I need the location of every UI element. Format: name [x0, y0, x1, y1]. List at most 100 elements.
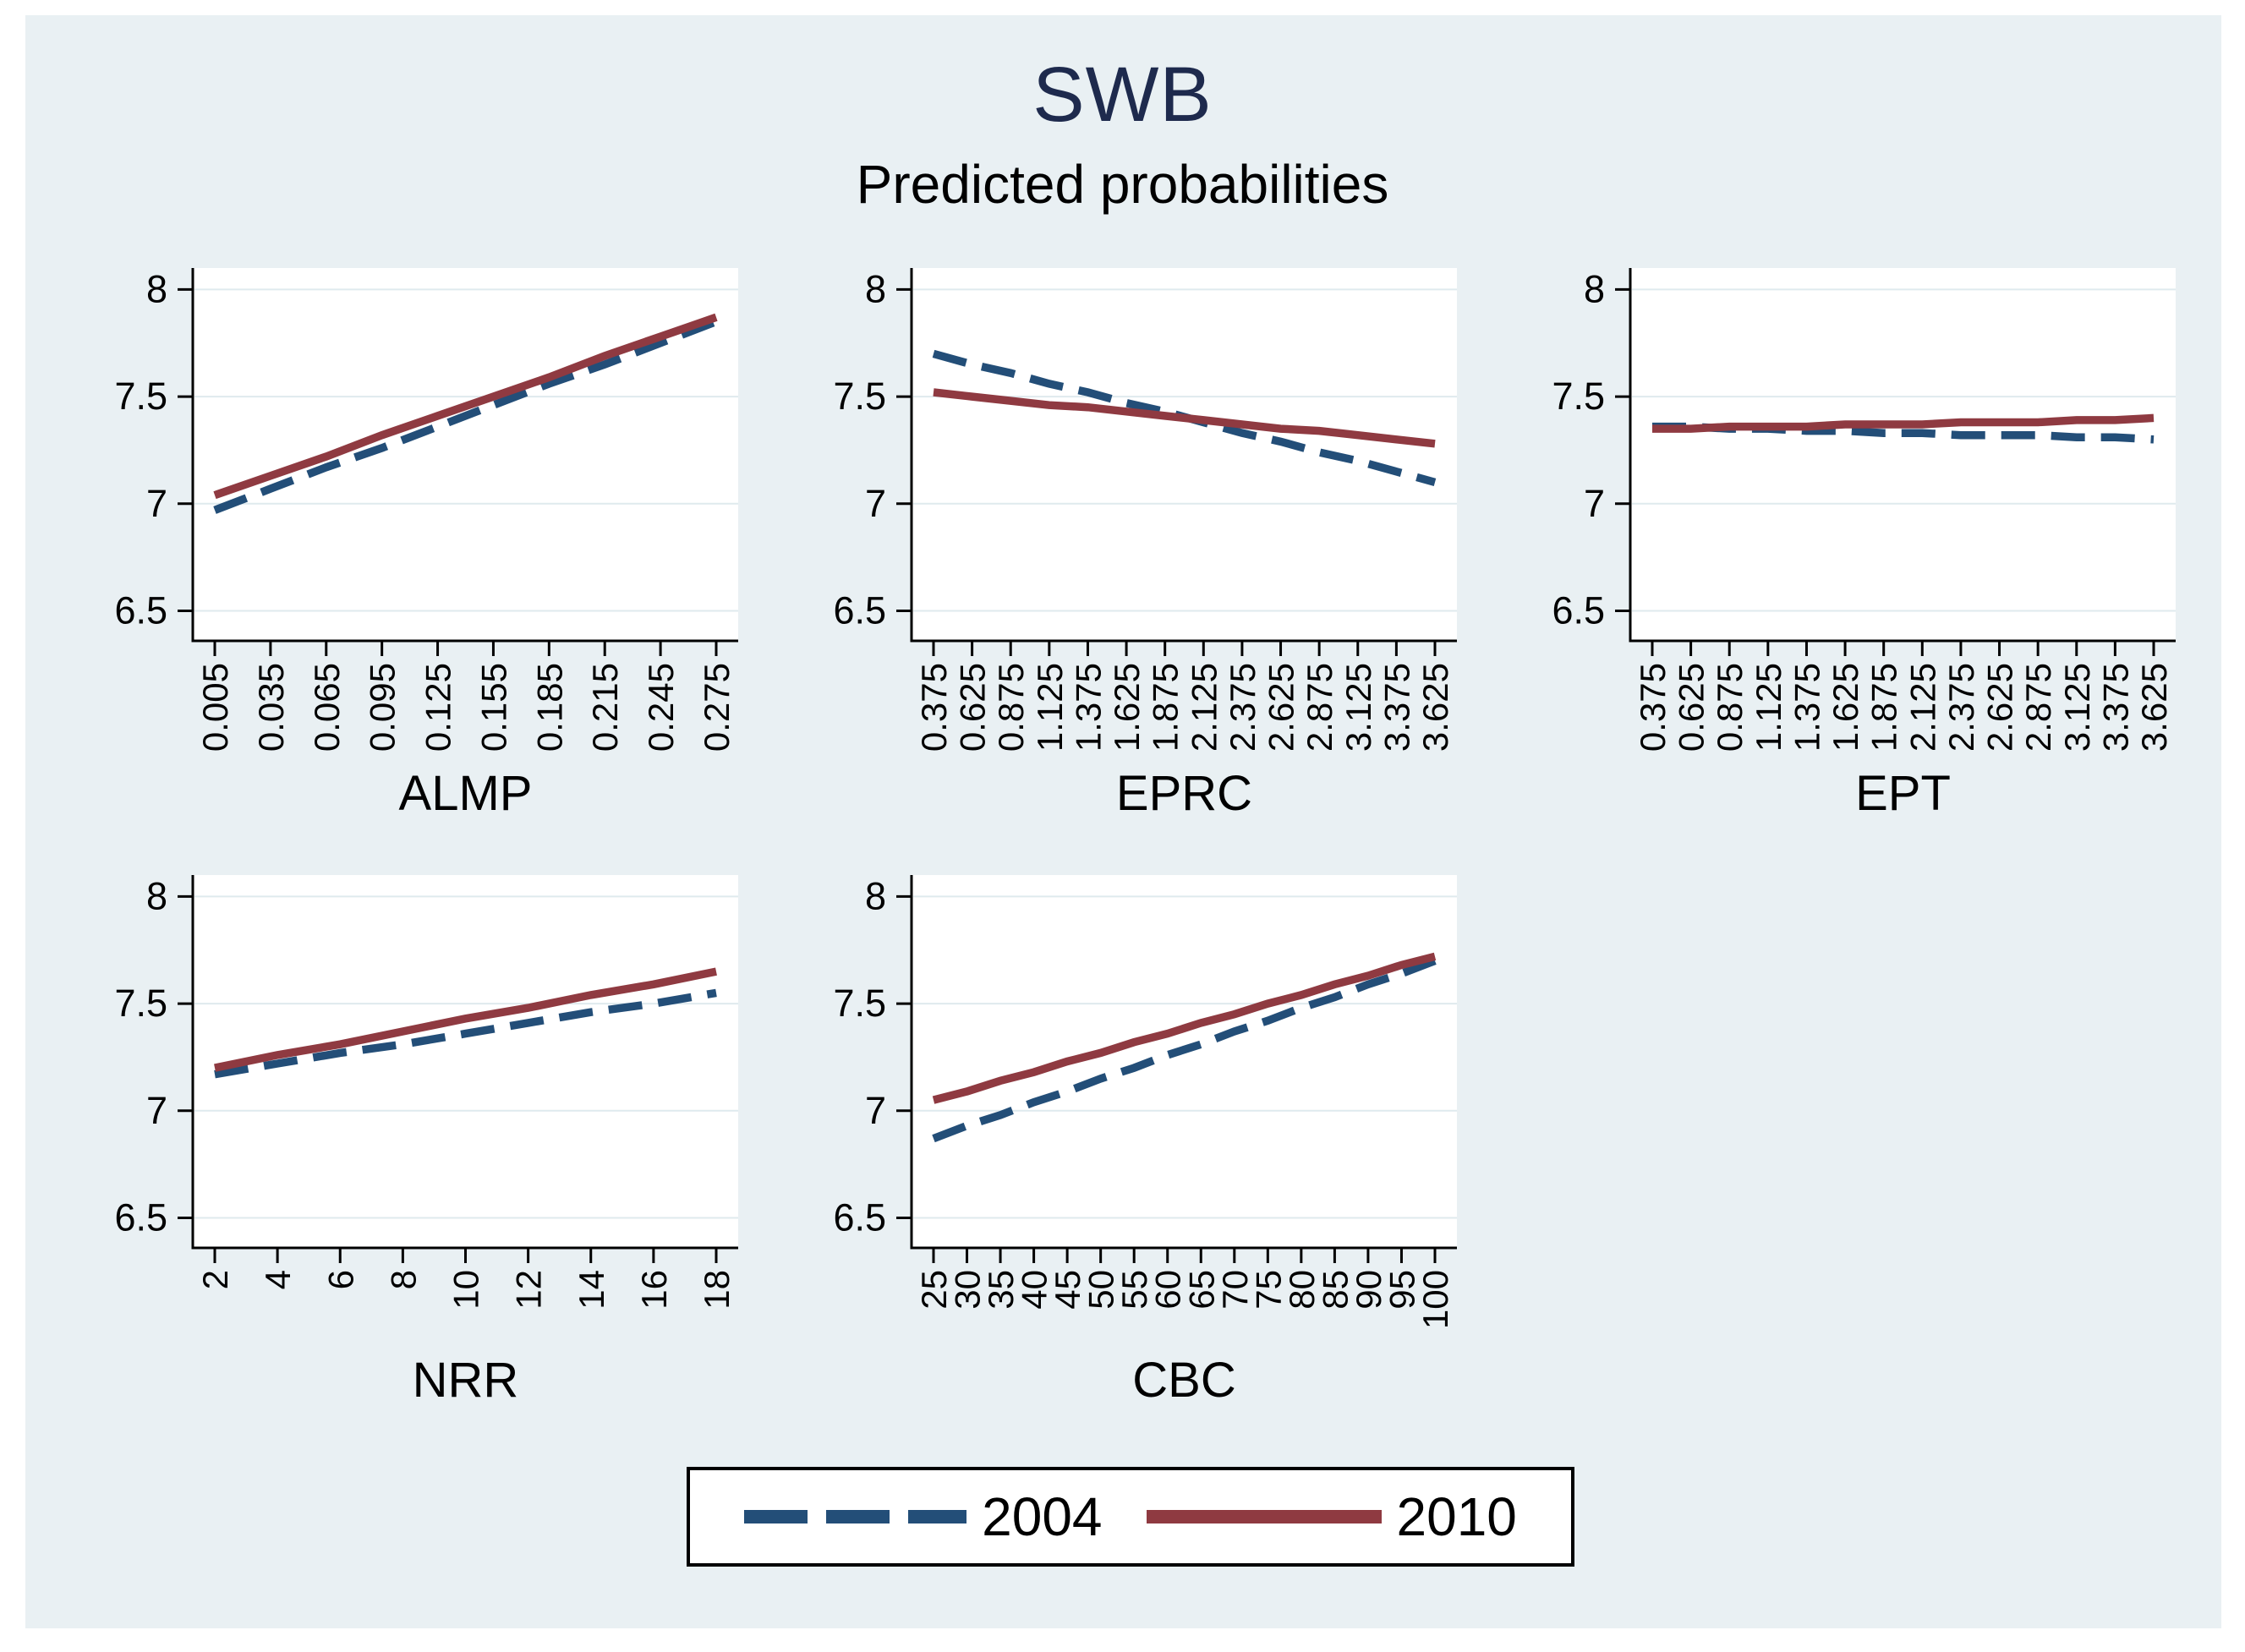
x-tick-label: 0.035	[251, 663, 291, 752]
x-tick-label: 3.125	[2057, 663, 2097, 752]
plot-area-EPRC	[912, 268, 1457, 641]
y-tick-label: 7	[146, 482, 167, 525]
y-tick-label: 8	[865, 874, 886, 917]
x-tick-label: 0.275	[697, 663, 736, 752]
x-tick-label: 2.875	[1300, 663, 1339, 752]
x-tick-label: 16	[634, 1270, 674, 1310]
y-tick-label: 8	[146, 267, 167, 310]
x-tick-label: 1.875	[1146, 663, 1185, 752]
y-tick-label: 8	[146, 874, 167, 917]
plot-area-EPT	[1630, 268, 2176, 641]
series-line-2010	[932, 952, 1437, 1104]
axis-title-NRR: NRR	[413, 1353, 519, 1408]
x-tick-label: 35	[981, 1270, 1021, 1310]
x-tick-label: 0.625	[953, 663, 993, 752]
x-tick-label: 0.125	[419, 663, 458, 752]
y-tick-label: 7	[1584, 482, 1605, 525]
subplot-CBC: 6.5 7 7.5 8 25303540455055606570758085909510…	[833, 874, 1457, 1408]
series-line-2010	[214, 967, 717, 1072]
x-tick-label: 0.215	[585, 663, 625, 752]
legend-solid-line-sample	[1146, 1510, 1382, 1523]
x-tick-label: 40	[1015, 1270, 1054, 1310]
legend: 2004 2010	[687, 1467, 1574, 1567]
axis-title-EPRC: EPRC	[1116, 766, 1252, 821]
x-tick-label: 55	[1114, 1270, 1154, 1310]
x-tick-label: 85	[1315, 1270, 1355, 1310]
series-line-2004	[213, 317, 718, 514]
x-tick-label: 2.125	[1903, 663, 1942, 752]
y-tick-label: 7.5	[114, 982, 167, 1025]
x-tick-label: 1.625	[1107, 663, 1147, 752]
x-tick-label: 2.125	[1184, 663, 1224, 752]
x-tick-label: 1.125	[1749, 663, 1788, 752]
series-line-2010	[213, 313, 718, 500]
x-tick-label: 0.625	[1672, 663, 1711, 752]
x-tick-label: 30	[948, 1270, 988, 1310]
y-tick-label: 7	[865, 482, 886, 525]
axis-title-EPT: EPT	[1855, 766, 1951, 821]
legend-dashed-line-sample	[744, 1510, 967, 1523]
x-tick-label: 2.875	[2018, 663, 2058, 752]
plot-area-CBC	[912, 875, 1457, 1248]
x-tick-label: 0.245	[641, 663, 681, 752]
subplot-EPRC: 6.5 7 7.5 8 0.3750.6250.8751.1251.3751.6251.…	[833, 267, 1457, 821]
x-tick-label: 70	[1215, 1270, 1255, 1310]
x-tick-label: 60	[1148, 1270, 1188, 1310]
x-tick-label: 4	[258, 1270, 298, 1289]
chart-subtitle: Predicted probabilities	[856, 154, 1389, 215]
y-tick-label: 8	[865, 267, 886, 310]
x-tick-label: 18	[697, 1270, 736, 1310]
y-tick-label: 7	[865, 1089, 886, 1132]
y-tick-label: 7	[146, 1089, 167, 1132]
x-tick-label: 2.375	[1941, 663, 1981, 752]
x-tick-label: 3.625	[2134, 663, 2174, 752]
x-tick-label: 1.875	[1864, 663, 1904, 752]
x-tick-label: 2.375	[1223, 663, 1262, 752]
x-tick-label: 3.625	[1415, 663, 1455, 752]
x-tick-label: 65	[1181, 1270, 1221, 1310]
x-tick-label: 0.185	[529, 663, 569, 752]
x-tick-label: 3.375	[1377, 663, 1416, 752]
x-tick-label: 0.155	[474, 663, 513, 752]
subplot-ALMP: 6.5 7 7.5 8 0.005 0.035 0.065 0.095 0.125 0.155 0.…	[114, 267, 738, 821]
series-line-2010	[1652, 413, 2155, 433]
plot-area-ALMP	[193, 268, 738, 641]
x-tick-label: 0.875	[1710, 663, 1749, 752]
x-tick-label: 2.625	[1980, 663, 2020, 752]
x-tick-label: 3.375	[2095, 663, 2135, 752]
subplot-NRR: 6.5 7 7.5 8 2 4 6 8 10 12 14 16 18 NRR	[114, 874, 738, 1408]
x-tick-label: 12	[509, 1270, 549, 1310]
y-tick-label: 6.5	[833, 589, 886, 632]
y-tick-label: 7.5	[1552, 375, 1605, 418]
chart-title: SWB	[1032, 52, 1213, 138]
series-line-2004	[214, 988, 717, 1079]
x-tick-label: 1.125	[1030, 663, 1070, 752]
x-tick-label: 3.125	[1339, 663, 1378, 752]
x-tick-label: 0.875	[991, 663, 1031, 752]
x-tick-label: 8	[383, 1270, 423, 1289]
legend-label-2004: 2004	[982, 1486, 1103, 1547]
x-tick-label: 80	[1282, 1270, 1322, 1310]
y-tick-label: 7.5	[833, 982, 886, 1025]
x-tick-label: 25	[914, 1270, 954, 1310]
x-tick-label: 2	[195, 1270, 235, 1289]
x-tick-label: 95	[1382, 1270, 1421, 1310]
x-tick-label: 90	[1349, 1270, 1388, 1310]
x-tick-label: 50	[1081, 1270, 1121, 1310]
x-tick-label: 0.005	[195, 663, 235, 752]
x-tick-label: 0.375	[914, 663, 954, 752]
x-tick-label: 0.065	[307, 663, 347, 752]
y-tick-label: 7.5	[114, 375, 167, 418]
axis-title-ALMP: ALMP	[399, 766, 533, 821]
x-tick-label: 14	[572, 1270, 611, 1310]
y-tick-label: 6.5	[833, 1196, 886, 1239]
y-tick-label: 8	[1584, 267, 1605, 310]
x-tick-label: 10	[446, 1270, 486, 1310]
x-tick-label: 1.375	[1068, 663, 1108, 752]
series-line-2010	[933, 388, 1436, 448]
subplot-EPT: 6.5 7 7.5 8 0.3750.6250.8751.1251.3751.6251.…	[1552, 267, 2176, 821]
x-tick-label: 75	[1248, 1270, 1288, 1310]
x-tick-label: 100	[1415, 1270, 1455, 1329]
